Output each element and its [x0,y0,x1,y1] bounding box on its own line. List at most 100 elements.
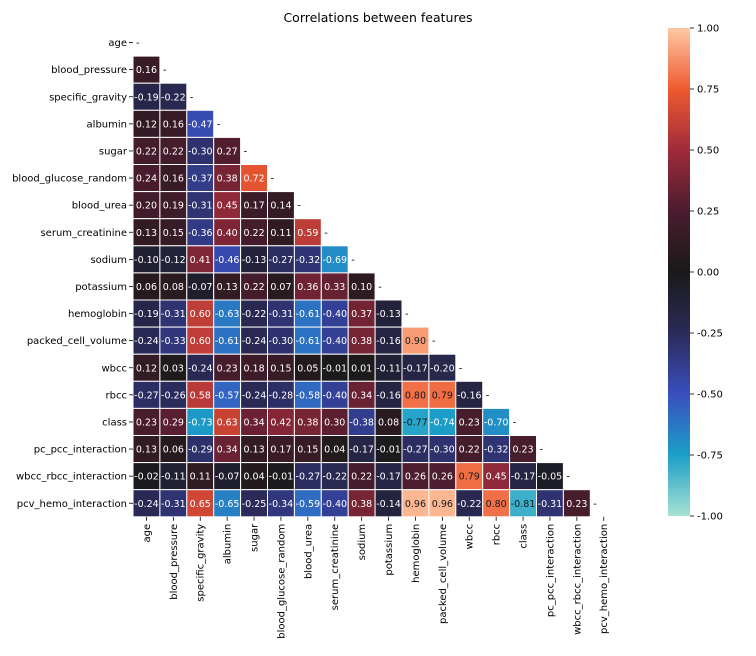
diagonal-marker: - [593,499,597,510]
cell-value-label: -0.40 [322,309,347,320]
cell-value-label: 0.22 [136,146,157,157]
heatmap-cell [401,407,430,436]
heatmap-cell [347,462,376,491]
cell-value-label: -0.57 [215,390,240,401]
cell-value-label: 0.22 [243,228,264,239]
heatmap-cell [159,462,188,491]
cell-value-label: -0.33 [161,336,186,347]
cell-value-label: 0.34 [243,417,264,428]
cell-value-label: 0.04 [243,472,264,483]
y-tick-label: pcv_hemo_interaction [17,499,127,510]
cell-value-label: 0.15 [163,228,184,239]
colorbar-tick-label: -0.75 [697,451,723,462]
y-tick-label: specific_gravity [49,92,127,103]
cell-value-label: -0.40 [322,336,347,347]
colorbar-tick-label: 1.00 [697,24,719,35]
cell-value-label: 0.72 [243,174,264,185]
heatmap-cell [186,353,215,382]
cell-value-label: -0.65 [215,499,240,510]
cell-value-label: -0.01 [376,445,401,456]
cell-value-label: -0.19 [134,92,159,103]
heatmap-cell [267,353,295,382]
heatmap-cells: -0.16 --0.19 -0.22 -0.12 0.16 -0.47 -0.22 0.22-… [132,38,597,518]
cell-value-label: 0.13 [136,445,157,456]
cell-value-label: 0.12 [136,119,157,130]
y-tick-label: rbcc [106,390,127,401]
cell-value-label: -0.14 [376,499,401,510]
heatmap-cell [455,380,484,409]
x-tick-label: age [142,524,153,543]
cell-value-label: -0.01 [322,363,347,374]
cell-value-label: -0.20 [430,363,455,374]
colorbar-gradient [668,28,690,516]
heatmap-cell [240,435,269,464]
heatmap-cell [159,353,188,382]
cell-value-label: -0.29 [188,445,213,456]
cell-value-label: 0.16 [136,65,157,76]
cell-value-label: 0.38 [217,174,238,185]
cell-value-label: -0.34 [269,499,294,510]
cell-value-label: 0.59 [297,228,318,239]
y-tick-label: sodium [90,255,127,266]
y-tick-label: packed_cell_volume [27,336,127,347]
y-tick-label: pc_pcc_interaction [34,445,127,456]
cell-value-label: -0.70 [484,417,509,428]
cell-value-label: -0.24 [134,336,159,347]
cell-value-label: 0.16 [163,174,184,185]
y-tick-label: serum_creatinine [40,228,127,239]
heatmap-cell [213,136,242,165]
diagonal-marker: - [217,119,221,130]
heatmap-cell [186,380,215,409]
heatmap-cell [293,462,322,491]
x-tick-label: potassium [384,524,395,576]
cell-value-label: 0.20 [136,201,157,212]
x-tick-label: specific_gravity [196,524,207,602]
heatmap-cell [240,299,269,328]
cell-value-label: -0.11 [161,472,186,483]
heatmap-cell [455,489,484,518]
y-tick-label: wbcc [101,363,127,374]
cell-value-label: -0.11 [376,363,401,374]
heatmap-cell [428,489,457,518]
cell-value-label: 0.13 [243,445,264,456]
cell-value-label: 0.05 [297,363,318,374]
cell-value-label: -0.25 [242,499,267,510]
cell-value-label: 0.23 [136,417,157,428]
cell-value-label: 0.45 [217,201,238,212]
cell-value-label: -0.37 [188,174,213,185]
cell-value-label: 0.96 [432,499,453,510]
cell-value-label: 0.30 [324,417,345,428]
cell-value-label: -0.61 [296,336,321,347]
cell-value-label: 0.07 [270,282,291,293]
cell-value-label: -0.36 [188,228,213,239]
cell-value-label: -0.77 [403,417,428,428]
heatmap-cell [267,462,295,491]
heatmap-cell [293,380,322,409]
y-tick-label: potassium [75,282,127,293]
cell-value-label: 0.04 [324,445,345,456]
heatmap-cell [401,462,430,491]
cell-value-label: -0.61 [296,309,321,320]
cell-value-label: -0.27 [269,255,294,266]
cell-value-label: 0.19 [163,201,184,212]
heatmap-cell [320,299,349,328]
heatmap-cell [132,462,161,491]
cell-value-label: 0.10 [351,282,372,293]
cell-value-label: -0.13 [242,255,267,266]
heatmap-cell [213,326,242,355]
cell-value-label: 0.26 [432,472,453,483]
heatmap-cell [401,380,430,409]
heatmap-cell [293,407,322,436]
x-tick-label: albumin [223,524,234,564]
heatmap-cell [159,136,188,165]
cell-value-label: 0.96 [405,499,426,510]
cell-value-label: 0.45 [486,472,507,483]
diagonal-marker: - [566,472,570,483]
cell-value-label: -0.10 [134,255,159,266]
heatmap-cell [320,245,349,274]
cell-value-label: -0.19 [134,309,159,320]
cell-value-label: -0.59 [296,499,321,510]
colorbar: -1.00 -0.75 -0.50 -0.25 0.00 0.25 0.50 0.75 1.00 [668,24,723,523]
cell-value-label: 0.23 [512,445,533,456]
x-tick-label: packed_cell_volume [438,524,449,624]
